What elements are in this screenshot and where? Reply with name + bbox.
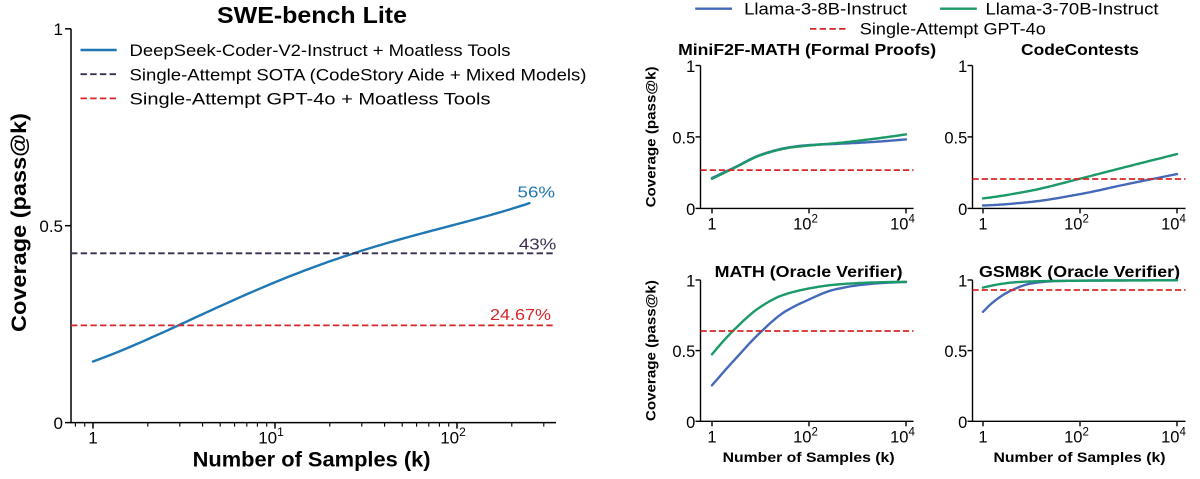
svg-text:1: 1 [88,429,97,448]
svg-text:CodeContests: CodeContests [1021,42,1139,59]
svg-text:0.5: 0.5 [672,343,695,361]
svg-text:Coverage (pass@k): Coverage (pass@k) [643,280,659,421]
svg-text:0.5: 0.5 [944,129,967,147]
svg-text:Llama-3-8B-Instruct: Llama-3-8B-Instruct [744,1,907,19]
svg-text:Coverage (pass@k): Coverage (pass@k) [643,66,659,207]
svg-text:1: 1 [686,273,695,291]
svg-text:1: 1 [707,216,716,234]
svg-text:Coverage (pass@k): Coverage (pass@k) [8,113,31,332]
svg-text:0.5: 0.5 [672,129,695,147]
svg-text:GSM8K (Oracle Verifier): GSM8K (Oracle Verifier) [979,264,1180,281]
svg-text:56%: 56% [518,185,556,202]
svg-text:0: 0 [686,414,695,432]
svg-text:24.67%: 24.67% [490,307,551,324]
svg-text:Number of Samples (k): Number of Samples (k) [193,449,431,472]
svg-text:0: 0 [958,414,967,432]
svg-text:Single-Attempt GPT-4o + Moatle: Single-Attempt GPT-4o + Moatless Tools [130,90,491,109]
svg-text:DeepSeek-Coder-V2-Instruct + M: DeepSeek-Coder-V2-Instruct + Moatless To… [130,41,511,60]
svg-text:0: 0 [686,201,695,219]
svg-text:Number of Samples (k): Number of Samples (k) [723,449,895,465]
svg-text:1: 1 [978,216,987,234]
svg-text:0.5: 0.5 [944,343,967,361]
svg-text:0.5: 0.5 [39,217,63,236]
svg-text:1: 1 [958,273,967,291]
svg-text:SWE-bench Lite: SWE-bench Lite [217,2,407,28]
svg-text:Single-Attempt GPT-4o: Single-Attempt GPT-4o [860,20,1046,38]
svg-text:Llama-3-70B-Instruct: Llama-3-70B-Instruct [986,1,1159,19]
svg-text:43%: 43% [519,236,557,253]
svg-text:Single-Attempt SOTA (CodeStory: Single-Attempt SOTA (CodeStory Aide + Mi… [130,65,587,84]
svg-text:0: 0 [54,414,63,433]
svg-text:MATH (Oracle Verifier): MATH (Oracle Verifier) [715,264,903,281]
svg-text:MiniF2F-MATH (Formal Proofs): MiniF2F-MATH (Formal Proofs) [678,42,936,59]
svg-text:1: 1 [707,429,716,447]
svg-text:Number of Samples (k): Number of Samples (k) [994,449,1166,465]
svg-text:1: 1 [54,20,63,39]
svg-text:1: 1 [978,429,987,447]
svg-text:0: 0 [958,201,967,219]
svg-text:1: 1 [958,58,967,76]
svg-text:1: 1 [686,58,695,76]
